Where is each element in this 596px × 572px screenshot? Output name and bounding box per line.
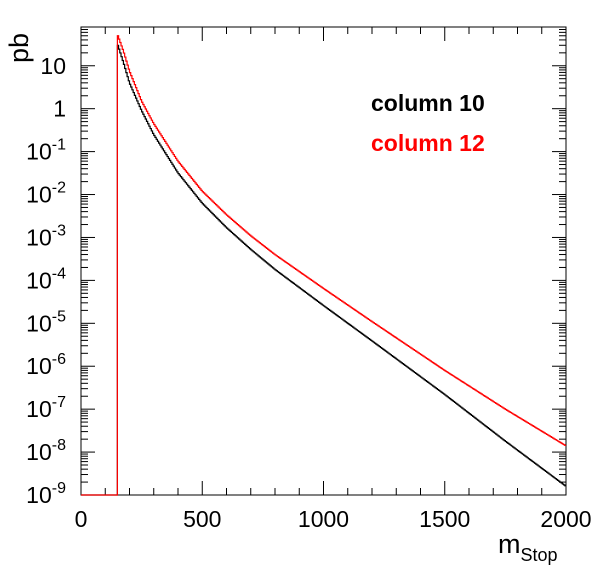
series-line-column-12 xyxy=(81,35,566,496)
y-tick-label-base: 10 xyxy=(26,353,52,379)
y-axis-title: pb xyxy=(4,33,34,63)
legend-entry-column-10: column 10 xyxy=(371,90,485,116)
x-axis-title-subscript: Stop xyxy=(521,545,558,565)
y-tick-label-base: 10 xyxy=(26,396,52,422)
series-layer xyxy=(81,35,566,496)
y-tick-label-base: 10 xyxy=(26,482,52,508)
y-tick-label: 10-1 xyxy=(26,137,66,165)
y-tick-label-exponent: -7 xyxy=(52,394,66,411)
y-tick-label-exponent: -9 xyxy=(52,480,66,497)
y-tick-label-base: 10 xyxy=(26,267,52,293)
x-tick-label: 500 xyxy=(183,506,221,532)
y-tick-label-exponent: -4 xyxy=(52,265,66,282)
series-line-column-10 xyxy=(81,44,566,496)
x-tick-label: 2000 xyxy=(540,506,591,532)
y-tick-label-exponent: -6 xyxy=(52,351,66,368)
y-tick-label-base: 10 xyxy=(26,439,52,465)
y-tick-label-base: 1 xyxy=(53,96,66,122)
y-tick-label-exponent: -3 xyxy=(52,222,66,239)
y-tick-label-base: 10 xyxy=(26,139,52,165)
y-tick-label-base: 10 xyxy=(40,53,66,79)
plot-frame xyxy=(80,26,567,496)
y-tick-label: 10-6 xyxy=(26,351,66,379)
y-tick-label: 1 xyxy=(53,96,66,122)
y-tick-label-base: 10 xyxy=(26,310,52,336)
y-tick-label-exponent: -1 xyxy=(52,137,66,154)
x-axis-title: mStop xyxy=(498,529,558,565)
y-tick-label: 10-9 xyxy=(26,480,66,508)
y-tick-label-exponent: -8 xyxy=(52,437,66,454)
x-tick-labels: 0 500 1000 1500 2000 xyxy=(75,506,592,532)
y-tick-label: 10-2 xyxy=(26,180,66,208)
y-tick-label: 10-5 xyxy=(26,308,66,336)
y-tick-label: 10-3 xyxy=(26,222,66,250)
y-tick-label-exponent: -5 xyxy=(52,308,66,325)
y-tick-label: 10-8 xyxy=(26,437,66,465)
y-tick-label: 10 xyxy=(40,53,66,79)
y-tick-label: 10-7 xyxy=(26,394,66,422)
y-tick-label-base: 10 xyxy=(26,224,52,250)
x-tick-label: 1000 xyxy=(298,506,349,532)
y-tick-label-exponent: -2 xyxy=(52,180,66,197)
y-tick-label-base: 10 xyxy=(26,182,52,208)
tick-marks xyxy=(80,26,567,496)
y-tick-label: 10-4 xyxy=(26,265,66,293)
legend-entry-column-12: column 12 xyxy=(371,130,485,156)
x-tick-label: 1500 xyxy=(419,506,470,532)
x-axis-title-main: m xyxy=(498,529,521,559)
x-tick-label: 0 xyxy=(75,506,88,532)
